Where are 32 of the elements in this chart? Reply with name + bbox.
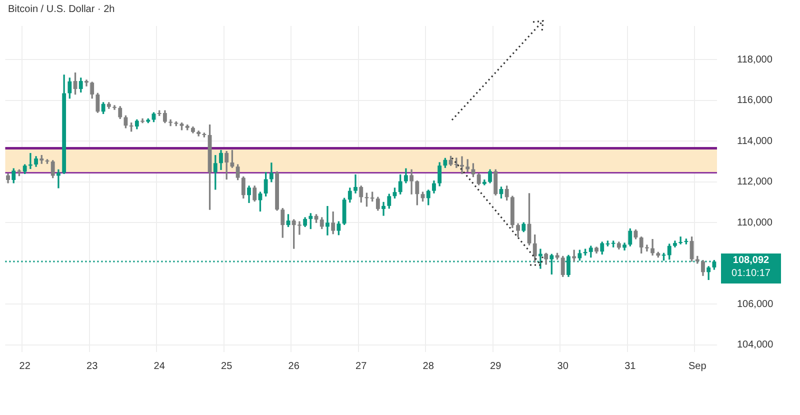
y-tick-label: 118,000: [737, 54, 773, 66]
x-tick-label: 23: [86, 360, 98, 372]
candlestick: [354, 174, 358, 194]
candlestick: [112, 105, 116, 110]
y-tick-label: 104,000: [737, 340, 774, 351]
candlestick: [326, 206, 330, 236]
candlestick: [460, 156, 464, 174]
candlestick: [84, 80, 88, 86]
x-tick-label: 25: [221, 360, 233, 372]
y-tick-label: 110,000: [737, 217, 773, 228]
candlestick: [644, 244, 649, 252]
candlestick: [168, 119, 173, 126]
x-tick-label: 26: [288, 360, 300, 372]
x-tick-label: 31: [624, 360, 636, 372]
x-tick-label: Sep: [688, 360, 707, 372]
y-tick-label: 106,000: [737, 298, 774, 310]
y-tick-label: 112,000: [737, 176, 773, 188]
x-tick-label: 24: [154, 360, 166, 372]
candlestick: [382, 202, 386, 216]
x-tick-label: 30: [557, 360, 569, 372]
x-tick-label: 29: [490, 360, 502, 372]
text: 01:10:17: [732, 268, 771, 280]
ref-line-label: 108,092: [732, 255, 770, 266]
chart-title: Bitcoin / U.S. Dollar · 2h: [8, 4, 115, 15]
y-tick-label: 114,000: [737, 136, 773, 147]
candlestick: [28, 153, 32, 169]
candlestick: [56, 169, 60, 188]
x-tick-label: 28: [422, 360, 434, 372]
x-tick-label: 27: [356, 360, 368, 372]
candlestick: [678, 236, 683, 244]
x-tick-label: 22: [19, 360, 31, 372]
y-tick-label: 116,000: [737, 95, 773, 106]
